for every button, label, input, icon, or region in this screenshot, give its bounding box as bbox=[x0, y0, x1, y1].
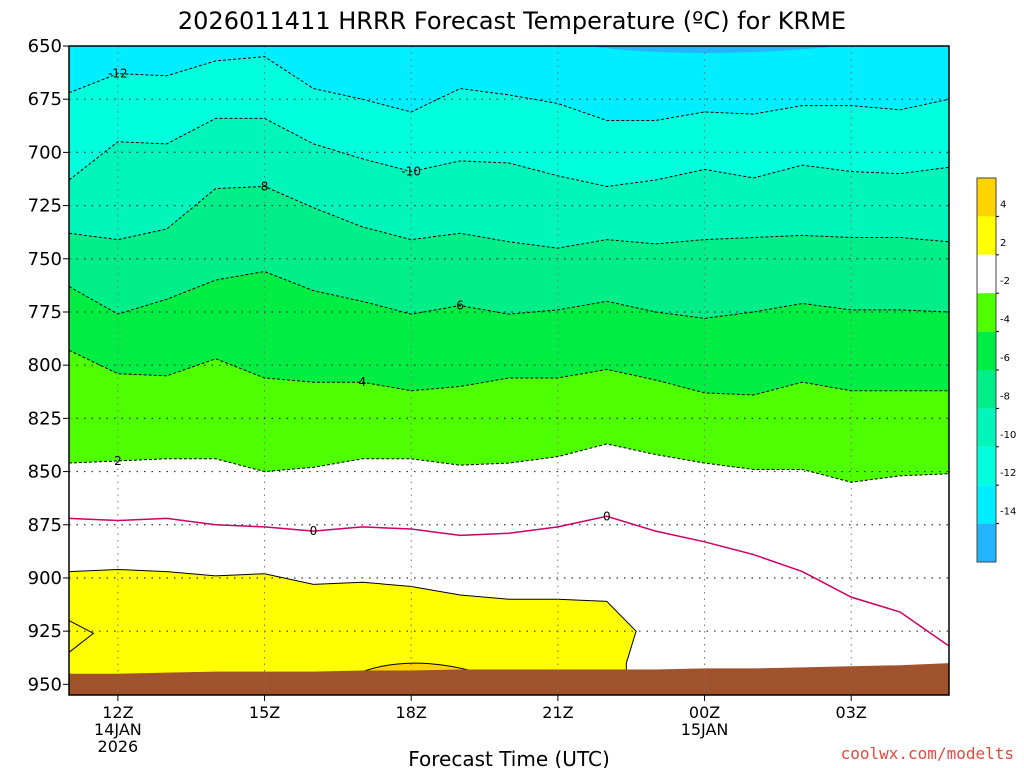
colorbar-segment bbox=[977, 331, 996, 370]
x-tick-label-00Z-2: 15JAN bbox=[681, 720, 729, 739]
colorbar-segment bbox=[977, 254, 996, 294]
x-tick-label-21Z-1: 21Z bbox=[542, 703, 573, 722]
x-tick-label-18Z-1: 18Z bbox=[396, 703, 427, 722]
x-tick-label-15Z-1: 15Z bbox=[249, 703, 280, 722]
y-tick-label-875: 875 bbox=[28, 515, 62, 536]
contour--10 bbox=[69, 117, 949, 187]
plot-frame bbox=[68, 45, 950, 696]
contour-label--8: 8 bbox=[261, 179, 269, 193]
ground bbox=[69, 663, 949, 695]
plus4-pocket bbox=[362, 662, 475, 673]
y-tick-label-775: 775 bbox=[28, 302, 62, 323]
plus4-contour bbox=[69, 620, 95, 654]
contour--12 bbox=[69, 56, 949, 121]
colorbar-label: -8 bbox=[1000, 391, 1010, 402]
y-tick-label-650: 650 bbox=[28, 36, 62, 57]
colorbar-segment bbox=[977, 178, 996, 217]
y-tick-label-725: 725 bbox=[28, 196, 62, 217]
x-tick-label-03Z-1: 03Z bbox=[836, 703, 867, 722]
colorbar-segment bbox=[977, 293, 996, 332]
chart-title: 2026011411 HRRR Forecast Temperature (ºC… bbox=[178, 7, 846, 35]
y-tick-label-800: 800 bbox=[28, 355, 62, 376]
colorbar-segment bbox=[977, 446, 996, 486]
y-axis: 650 675 700 725 750 775 800 825 850 875 900 925 950 bbox=[28, 36, 69, 695]
contour-label--12: -12 bbox=[108, 67, 128, 81]
y-tick-label-900: 900 bbox=[28, 568, 62, 589]
x-axis-label: Forecast Time (UTC) bbox=[408, 747, 610, 768]
contour--4 bbox=[69, 349, 949, 396]
x-tick-label-12Z-2: 14JAN bbox=[94, 720, 142, 739]
contour-label-0: 0 bbox=[310, 524, 318, 538]
contour-0 bbox=[69, 515, 949, 647]
y-tick-label-950: 950 bbox=[28, 674, 62, 695]
contour-label--6: 6 bbox=[456, 299, 464, 313]
x-tick-label-00Z-1: 00Z bbox=[689, 703, 720, 722]
colorbar-label: 4 bbox=[1000, 199, 1006, 210]
band-minus14-pocket bbox=[587, 46, 841, 53]
colorbar-segment bbox=[977, 408, 996, 447]
colorbar-segment bbox=[977, 523, 996, 562]
y-tick-label-750: 750 bbox=[28, 249, 62, 270]
y-tick-label-850: 850 bbox=[28, 462, 62, 483]
x-tick-label-12Z-3: 2026 bbox=[98, 737, 139, 756]
colorbar-label: -10 bbox=[1000, 430, 1016, 441]
y-tick-label-825: 825 bbox=[28, 408, 62, 429]
colorbar-segment bbox=[977, 485, 996, 524]
colorbar-label: 2 bbox=[1000, 238, 1006, 249]
plot-area: -12 -10 8 6 4 2 0 0 bbox=[69, 46, 949, 695]
contour-label-0: 0 bbox=[603, 509, 611, 523]
colorbar: 4 2 -2 -4 -6 -8 -10 -12 -14 bbox=[976, 177, 1016, 563]
y-tick-label-700: 700 bbox=[28, 142, 62, 163]
colorbar-segment bbox=[977, 216, 996, 255]
credit-text: coolwx.com/modelts bbox=[841, 744, 1014, 763]
colorbar-label: -12 bbox=[1000, 468, 1016, 479]
contour-label--10: -10 bbox=[401, 165, 421, 179]
colorbar-label: -4 bbox=[1000, 315, 1010, 326]
contour--6 bbox=[69, 271, 949, 319]
contour-label--4: 4 bbox=[359, 375, 367, 389]
y-tick-label-675: 675 bbox=[28, 89, 62, 110]
contour--2 bbox=[69, 443, 949, 483]
colorbar-label: -6 bbox=[1000, 353, 1010, 364]
x-tick-label-12Z-1: 12Z bbox=[102, 703, 133, 722]
colorbar-label: -14 bbox=[1000, 507, 1016, 518]
y-tick-label-925: 925 bbox=[28, 621, 62, 642]
colorbar-segment bbox=[977, 370, 996, 409]
contour-label--2: 2 bbox=[114, 454, 122, 468]
contour--8 bbox=[69, 185, 949, 249]
colorbar-label: -2 bbox=[1000, 276, 1010, 287]
